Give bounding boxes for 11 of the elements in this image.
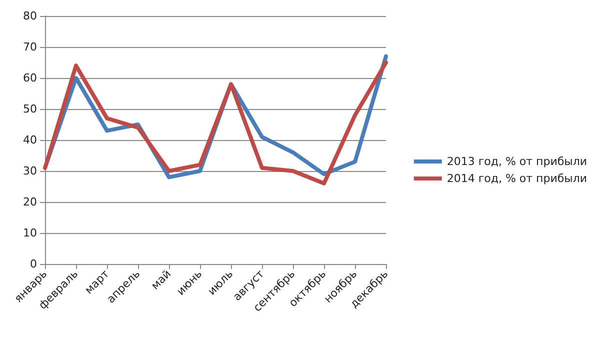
y-tick-label: 50 xyxy=(23,102,37,116)
legend-label: 2013 год, % от прибыли xyxy=(446,155,588,168)
y-tick-label: 70 xyxy=(23,40,37,54)
y-tick-label: 40 xyxy=(23,134,37,146)
legend-label: 2014 год, % от прибыли xyxy=(446,172,588,185)
y-tick-label: 0 xyxy=(30,258,37,270)
y-tick-label: 20 xyxy=(23,196,37,208)
y-tick-label: 10 xyxy=(23,226,37,240)
y-tick-label: 30 xyxy=(23,164,37,178)
y-tick-label: 80 xyxy=(23,10,37,22)
y-tick-label: 60 xyxy=(23,72,37,84)
